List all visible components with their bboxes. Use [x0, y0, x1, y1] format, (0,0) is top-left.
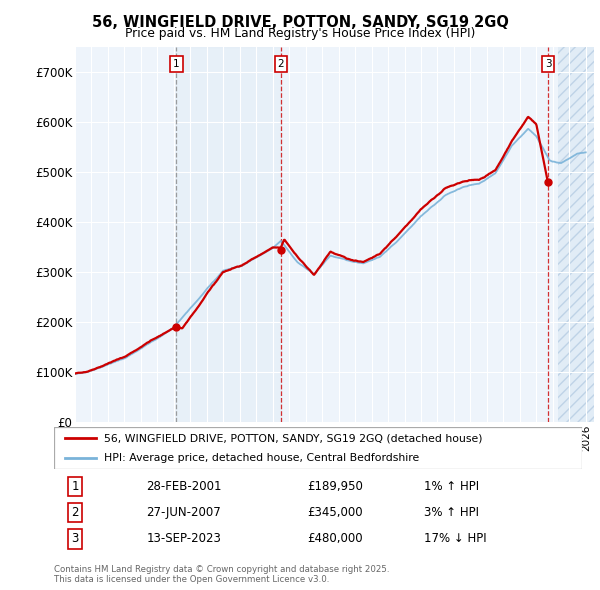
Bar — [176, 47, 281, 422]
Text: £345,000: £345,000 — [307, 506, 363, 519]
Text: 56, WINGFIELD DRIVE, POTTON, SANDY, SG19 2GQ (detached house): 56, WINGFIELD DRIVE, POTTON, SANDY, SG19… — [104, 434, 482, 444]
FancyBboxPatch shape — [54, 427, 582, 469]
Text: Contains HM Land Registry data © Crown copyright and database right 2025.
This d: Contains HM Land Registry data © Crown c… — [54, 565, 389, 584]
Text: 17% ↓ HPI: 17% ↓ HPI — [424, 532, 486, 545]
Text: HPI: Average price, detached house, Central Bedfordshire: HPI: Average price, detached house, Cent… — [104, 454, 419, 463]
Text: £189,950: £189,950 — [307, 480, 364, 493]
Text: 1: 1 — [71, 480, 79, 493]
Text: 27-JUN-2007: 27-JUN-2007 — [146, 506, 221, 519]
Text: Price paid vs. HM Land Registry's House Price Index (HPI): Price paid vs. HM Land Registry's House … — [125, 27, 475, 40]
Text: 2: 2 — [71, 506, 79, 519]
Text: 3: 3 — [545, 59, 551, 69]
Text: 13-SEP-2023: 13-SEP-2023 — [146, 532, 221, 545]
Text: 56, WINGFIELD DRIVE, POTTON, SANDY, SG19 2GQ: 56, WINGFIELD DRIVE, POTTON, SANDY, SG19… — [92, 15, 508, 30]
Text: 1: 1 — [173, 59, 180, 69]
Text: 3% ↑ HPI: 3% ↑ HPI — [424, 506, 479, 519]
Text: 2: 2 — [277, 59, 284, 69]
Text: 28-FEB-2001: 28-FEB-2001 — [146, 480, 222, 493]
Text: 1% ↑ HPI: 1% ↑ HPI — [424, 480, 479, 493]
Text: 3: 3 — [71, 532, 79, 545]
Text: £480,000: £480,000 — [307, 532, 363, 545]
